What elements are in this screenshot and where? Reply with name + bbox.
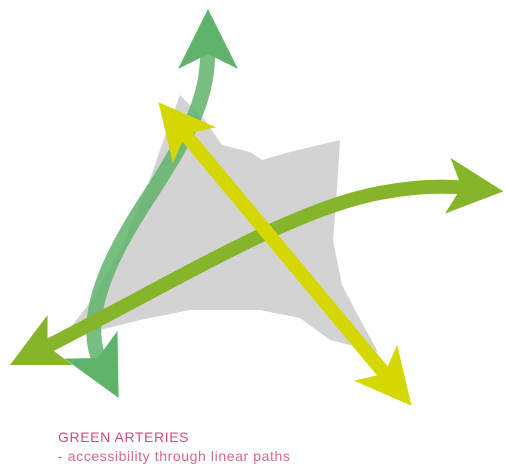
green-arteries-diagram [9, 9, 504, 406]
caption: GREEN ARTERIES - accessibility through l… [58, 428, 290, 466]
caption-subtitle: - accessibility through linear paths [58, 448, 291, 464]
green-artery-arrow-diagonal [158, 102, 412, 406]
caption-title: GREEN ARTERIES [58, 429, 190, 445]
